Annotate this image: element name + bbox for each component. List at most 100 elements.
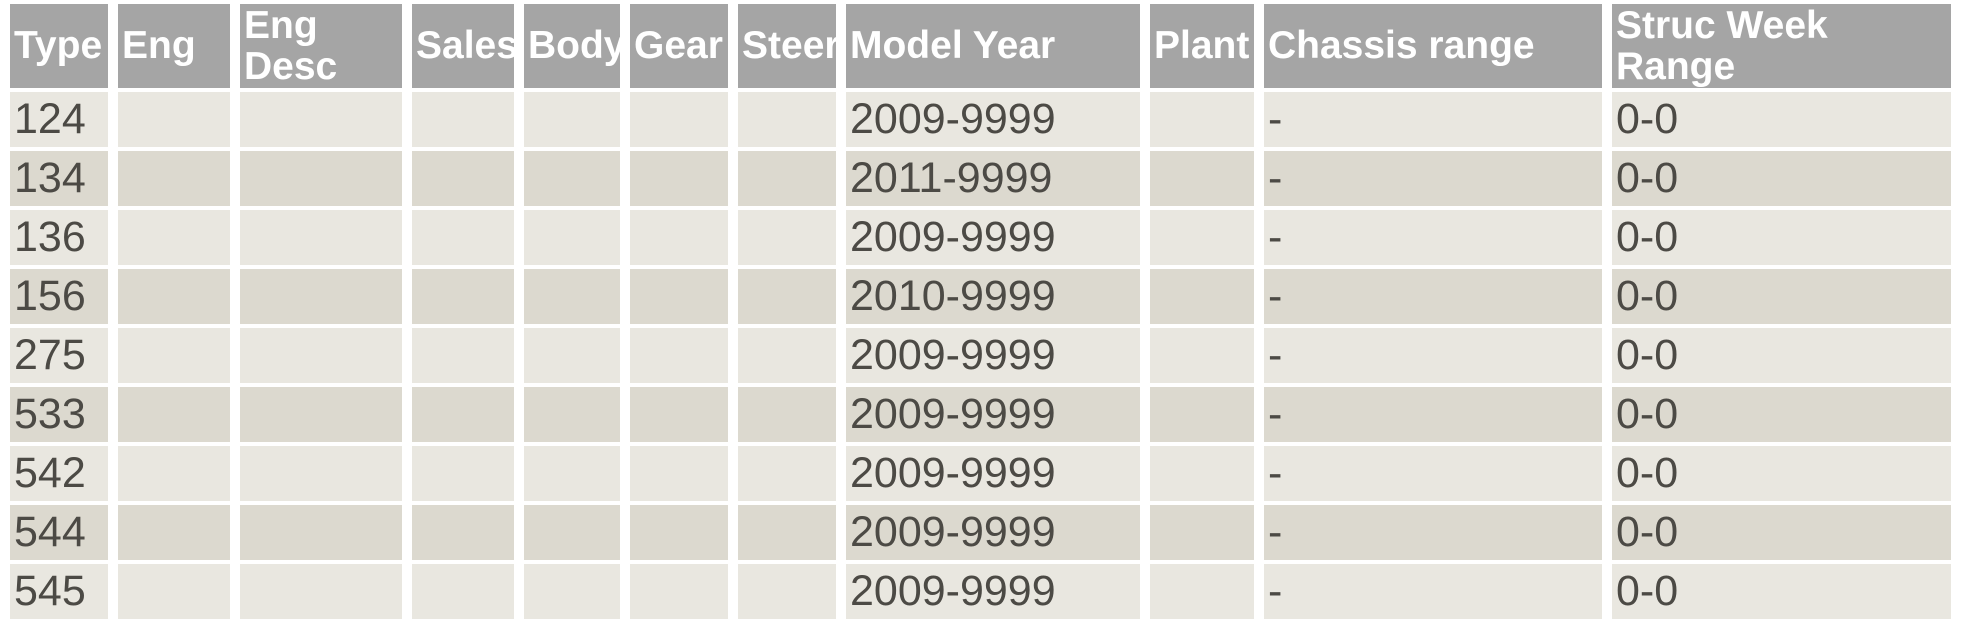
- cell-type: 134: [10, 151, 108, 206]
- cell-eng: [118, 210, 230, 265]
- cell-plant: [1150, 328, 1254, 383]
- cell-body: [524, 564, 620, 619]
- table-row[interactable]: 275 2009-9999 -0-0: [10, 328, 1951, 383]
- cell-gear: [630, 564, 728, 619]
- cell-body: [524, 505, 620, 560]
- cell-struc-week-range: 0-0: [1612, 92, 1951, 147]
- cell-chassis-range: -: [1264, 210, 1602, 265]
- cell-model-year: 2009-9999: [846, 210, 1140, 265]
- cell-chassis-range: -: [1264, 151, 1602, 206]
- cell-steer: [738, 269, 836, 324]
- cell-gear: [630, 328, 728, 383]
- cell-steer: [738, 151, 836, 206]
- header-row: Type Eng Eng Desc Sales Body Gear Steer Model Y…: [10, 4, 1951, 88]
- table-row[interactable]: 134 2011-9999 -0-0: [10, 151, 1951, 206]
- cell-gear: [630, 269, 728, 324]
- cell-plant: [1150, 387, 1254, 442]
- cell-struc-week-range: 0-0: [1612, 328, 1951, 383]
- cell-model-year: 2009-9999: [846, 564, 1140, 619]
- cell-body: [524, 387, 620, 442]
- table-row[interactable]: 545 2009-9999 -0-0: [10, 564, 1951, 619]
- cell-sales: [412, 446, 514, 501]
- cell-type: 544: [10, 505, 108, 560]
- column-header-steer: Steer: [738, 4, 836, 88]
- column-header-body: Body: [524, 4, 620, 88]
- cell-sales: [412, 151, 514, 206]
- cell-gear: [630, 505, 728, 560]
- cell-type: 533: [10, 387, 108, 442]
- cell-eng: [118, 328, 230, 383]
- cell-model-year: 2010-9999: [846, 269, 1140, 324]
- cell-plant: [1150, 269, 1254, 324]
- column-header-eng: Eng: [118, 4, 230, 88]
- cell-eng: [118, 446, 230, 501]
- cell-gear: [630, 92, 728, 147]
- cell-eng-desc: [240, 328, 402, 383]
- cell-model-year: 2009-9999: [846, 387, 1140, 442]
- cell-eng: [118, 269, 230, 324]
- table-row[interactable]: 542 2009-9999 -0-0: [10, 446, 1951, 501]
- cell-model-year: 2009-9999: [846, 505, 1140, 560]
- cell-struc-week-range: 0-0: [1612, 446, 1951, 501]
- cell-body: [524, 328, 620, 383]
- cell-steer: [738, 564, 836, 619]
- cell-body: [524, 151, 620, 206]
- column-header-sales: Sales: [412, 4, 514, 88]
- column-header-gear: Gear: [630, 4, 728, 88]
- cell-sales: [412, 328, 514, 383]
- cell-eng-desc: [240, 564, 402, 619]
- table-row[interactable]: 156 2010-9999 -0-0: [10, 269, 1951, 324]
- table-row[interactable]: 544 2009-9999 -0-0: [10, 505, 1951, 560]
- cell-struc-week-range: 0-0: [1612, 387, 1951, 442]
- cell-model-year: 2009-9999: [846, 446, 1140, 501]
- cell-sales: [412, 210, 514, 265]
- cell-chassis-range: -: [1264, 387, 1602, 442]
- cell-model-year: 2009-9999: [846, 328, 1140, 383]
- table-row[interactable]: 136 2009-9999 -0-0: [10, 210, 1951, 265]
- cell-eng-desc: [240, 387, 402, 442]
- cell-chassis-range: -: [1264, 446, 1602, 501]
- cell-sales: [412, 505, 514, 560]
- cell-model-year: 2009-9999: [846, 92, 1140, 147]
- cell-type: 542: [10, 446, 108, 501]
- cell-struc-week-range: 0-0: [1612, 564, 1951, 619]
- cell-eng: [118, 151, 230, 206]
- column-header-eng-desc: Eng Desc: [240, 4, 402, 88]
- table-row[interactable]: 124 2009-9999 -0-0: [10, 92, 1951, 147]
- cell-eng-desc: [240, 210, 402, 265]
- cell-plant: [1150, 210, 1254, 265]
- cell-struc-week-range: 0-0: [1612, 269, 1951, 324]
- cell-steer: [738, 210, 836, 265]
- cell-plant: [1150, 92, 1254, 147]
- cell-struc-week-range: 0-0: [1612, 210, 1951, 265]
- cell-eng-desc: [240, 92, 402, 147]
- cell-plant: [1150, 446, 1254, 501]
- cell-chassis-range: -: [1264, 92, 1602, 147]
- cell-struc-week-range: 0-0: [1612, 151, 1951, 206]
- cell-steer: [738, 446, 836, 501]
- cell-eng-desc: [240, 505, 402, 560]
- cell-eng-desc: [240, 151, 402, 206]
- cell-eng-desc: [240, 446, 402, 501]
- cell-steer: [738, 328, 836, 383]
- cell-steer: [738, 387, 836, 442]
- cell-type: 124: [10, 92, 108, 147]
- cell-body: [524, 269, 620, 324]
- cell-struc-week-range: 0-0: [1612, 505, 1951, 560]
- cell-body: [524, 210, 620, 265]
- cell-model-year: 2011-9999: [846, 151, 1140, 206]
- cell-eng: [118, 387, 230, 442]
- cell-plant: [1150, 564, 1254, 619]
- cell-type: 136: [10, 210, 108, 265]
- cell-sales: [412, 387, 514, 442]
- cell-gear: [630, 210, 728, 265]
- column-header-plant: Plant: [1150, 4, 1254, 88]
- cell-type: 275: [10, 328, 108, 383]
- column-header-model-year: Model Year: [846, 4, 1140, 88]
- cell-gear: [630, 387, 728, 442]
- table-row[interactable]: 533 2009-9999 -0-0: [10, 387, 1951, 442]
- cell-plant: [1150, 505, 1254, 560]
- cell-gear: [630, 446, 728, 501]
